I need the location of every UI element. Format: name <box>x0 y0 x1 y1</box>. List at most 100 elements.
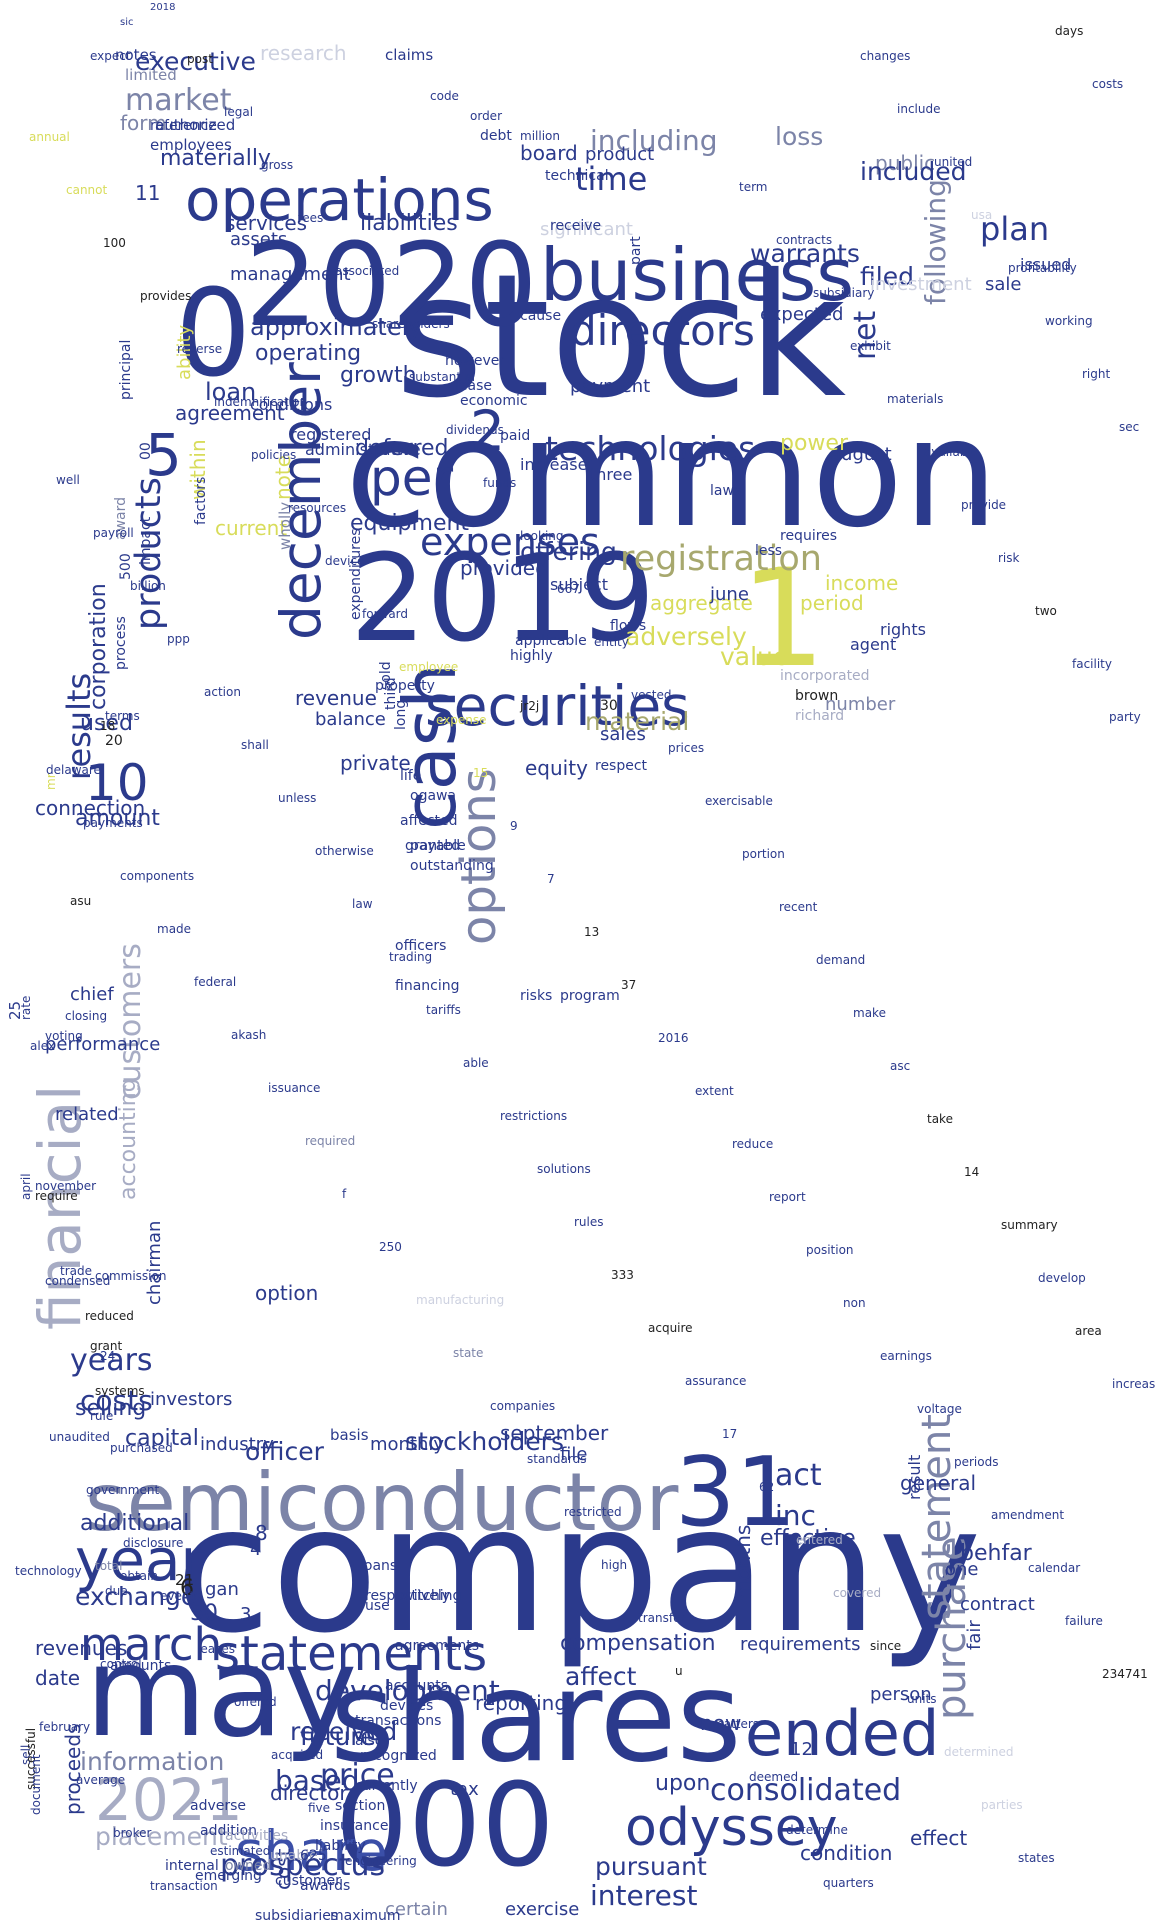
cloud-word: government <box>86 1483 159 1497</box>
cloud-word: payroll <box>93 526 134 540</box>
cloud-word: power <box>780 431 849 456</box>
cloud-word: right <box>1082 367 1110 381</box>
cloud-word: trade <box>60 1264 92 1278</box>
cloud-word: 2020 <box>245 219 538 353</box>
cloud-word: economic <box>460 393 528 409</box>
cloud-word: board <box>520 141 578 165</box>
cloud-word: new <box>700 1711 741 1735</box>
cloud-word: materials <box>887 392 943 406</box>
cloud-word: rights <box>880 620 926 639</box>
cloud-word: broker <box>113 1826 152 1840</box>
cloud-word: term <box>739 180 768 194</box>
cloud-word: less <box>755 543 782 559</box>
cloud-word: resources <box>288 501 346 515</box>
cloud-word: gross <box>261 158 293 172</box>
cloud-word: inc <box>775 1499 816 1532</box>
cloud-word: aggregate <box>650 591 753 615</box>
cloud-word: wholly <box>276 502 294 550</box>
cloud-word: device <box>325 554 364 568</box>
cloud-word: required <box>305 1134 355 1148</box>
cloud-word: ppp <box>167 632 190 646</box>
cloud-word: 21 <box>175 1571 194 1589</box>
cloud-word: performance <box>45 1034 160 1055</box>
cloud-word: tax <box>450 1779 479 1800</box>
cloud-word: registered <box>290 425 371 444</box>
cloud-word: exercise <box>505 1899 579 1920</box>
cloud-word: commission <box>95 1269 166 1283</box>
cloud-word: rules <box>574 1215 604 1229</box>
cloud-word: brown <box>795 688 838 704</box>
cloud-word: monthly <box>370 1434 444 1455</box>
cloud-word: revenue <box>295 686 377 710</box>
cloud-word: year <box>75 1526 205 1594</box>
cloud-word: gan <box>205 1579 239 1600</box>
cloud-word: parties <box>981 1798 1023 1812</box>
cloud-word: 8 <box>255 1521 268 1545</box>
cloud-word: options <box>451 768 507 945</box>
cloud-word: investors <box>150 1389 232 1410</box>
cloud-word: billion <box>130 579 166 593</box>
cloud-word: form <box>120 111 167 135</box>
cloud-word: facility <box>1072 657 1112 671</box>
cloud-word: based <box>275 1764 360 1797</box>
cloud-word: 12 <box>790 1739 813 1760</box>
cloud-word: jr2j <box>519 699 539 713</box>
cloud-word: internal <box>165 1858 219 1874</box>
cloud-word: investment <box>870 274 972 295</box>
cloud-word: payments <box>83 816 143 830</box>
cloud-word: statements <box>215 1626 487 1682</box>
cloud-word: total <box>95 1559 122 1573</box>
cloud-word: behfar <box>960 1541 1033 1566</box>
cloud-word: 100 <box>103 236 126 250</box>
cloud-word: days <box>1055 24 1083 38</box>
cloud-word: price <box>320 1758 395 1793</box>
cloud-word: customer <box>275 1873 341 1889</box>
cloud-word: offering <box>520 537 617 566</box>
cloud-word: 250 <box>379 1240 402 1254</box>
cloud-word: made <box>157 922 191 936</box>
cloud-word: agreement <box>175 401 285 425</box>
cloud-word: administrative <box>305 440 421 459</box>
cloud-word: provides <box>140 289 191 303</box>
cloud-word: stock <box>395 238 846 436</box>
cloud-word: compensation <box>560 1631 716 1656</box>
cloud-word: purchased <box>110 1441 173 1455</box>
cloud-word: exchange <box>75 1582 196 1611</box>
cloud-word: 62 <box>759 1480 774 1494</box>
cloud-word: period <box>800 591 864 615</box>
cloud-word: voltage <box>917 1402 962 1416</box>
cloud-word: calendar <box>1028 1561 1080 1575</box>
cloud-word: operating <box>255 341 361 366</box>
cloud-word: equity <box>525 756 588 780</box>
cloud-word: grant <box>90 1339 123 1353</box>
cloud-word: code <box>430 89 459 103</box>
cloud-word: quarters <box>823 1876 874 1890</box>
cloud-word: legal <box>224 105 253 119</box>
cloud-word: 2016 <box>658 1031 689 1045</box>
cloud-word: certain <box>385 1899 448 1920</box>
cloud-word: ability <box>174 324 195 380</box>
cloud-word: amounts <box>110 1658 171 1674</box>
cloud-word: develop <box>1038 1271 1086 1285</box>
cloud-word: 25 <box>6 1001 24 1020</box>
cloud-word: akash <box>231 1028 266 1042</box>
cloud-word: 9 <box>510 819 518 833</box>
cloud-word: 0 <box>175 265 251 404</box>
cloud-word: take <box>927 1112 953 1126</box>
cloud-word: three <box>590 465 632 484</box>
cloud-word: risk <box>998 551 1020 565</box>
cloud-word: cause <box>520 308 561 324</box>
cloud-word: public <box>875 151 935 175</box>
cloud-word: 625 <box>300 1848 327 1864</box>
cloud-word: recent <box>779 900 818 914</box>
cloud-word: securities <box>425 674 690 738</box>
cloud-word: position <box>806 1243 854 1257</box>
cloud-word: 2 <box>470 399 505 463</box>
cloud-word: accounting <box>116 1078 141 1200</box>
cloud-word: determined <box>944 1745 1013 1759</box>
cloud-word: private <box>340 751 411 775</box>
cloud-word: months <box>731 1525 755 1600</box>
cloud-word: 333 <box>611 1268 634 1282</box>
cloud-word: paid <box>500 428 530 444</box>
cloud-word: expenditures <box>348 528 364 620</box>
